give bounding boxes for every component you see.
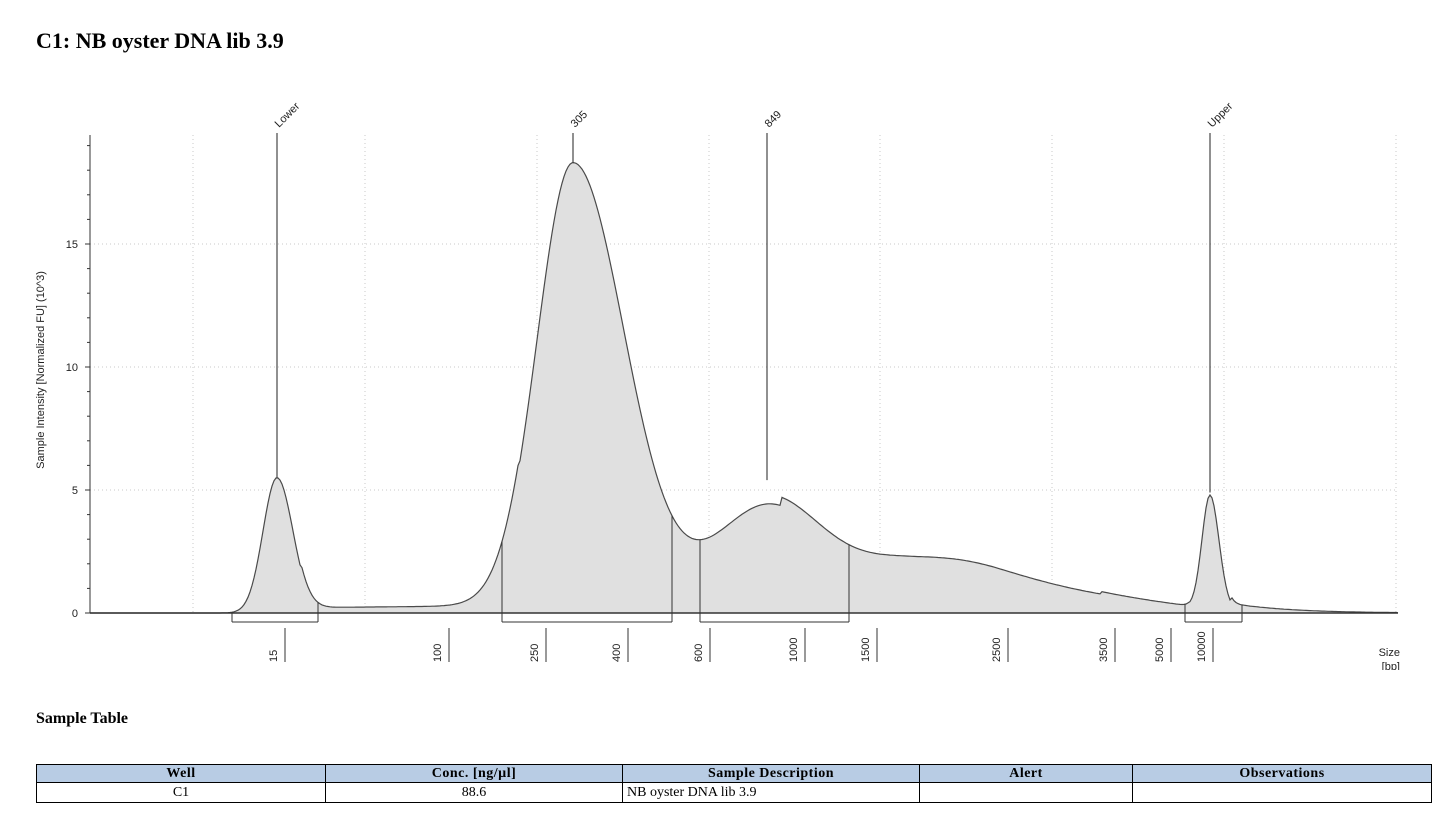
cell-conc: 88.6: [325, 782, 623, 803]
x-tick-label: 400: [611, 644, 623, 662]
y-tick-label: 10: [66, 362, 78, 374]
table-row: C1 88.6 NB oyster DNA lib 3.9: [36, 782, 1432, 803]
column-header-description: Sample Description: [622, 764, 920, 783]
x-tick-label: 250: [529, 644, 541, 662]
page-title: C1: NB oyster DNA lib 3.9: [36, 28, 284, 53]
column-header-alert: Alert: [919, 764, 1133, 783]
peak-markers: Lower 305 849 Upper: [273, 100, 1236, 493]
peak-label: 305: [569, 109, 590, 130]
x-tick-label: 2500: [991, 638, 1003, 662]
electropherogram-chart: Lower 305 849 Upper 0 5 10 15 15 100 250 400 600 10…: [35, 100, 1400, 670]
y-axis-label: Sample Intensity [Normalized FU] (10^3): [35, 271, 47, 469]
x-tick-label: 10000: [1196, 631, 1208, 662]
sample-table-header-row: Well Conc. [ng/µl] Sample Description Al…: [36, 764, 1432, 783]
column-header-well: Well: [36, 764, 326, 783]
cell-observations: [1132, 782, 1432, 803]
peak-label: 849: [763, 109, 784, 130]
x-tick-group: 15 100 250 400 600 1000 1500 2500 3500 5000 10000: [268, 628, 1214, 662]
peak-label: Upper: [1206, 100, 1236, 130]
trace-line: [90, 162, 1399, 614]
x-tick-label: 100: [432, 644, 444, 662]
region-brackets: [231, 515, 1243, 623]
y-tick-label: 0: [72, 608, 78, 620]
region-bracket: [699, 539, 850, 623]
region-bracket: [231, 602, 319, 623]
y-tick-group: 0 5 10 15: [66, 239, 78, 620]
cell-description: NB oyster DNA lib 3.9: [622, 782, 920, 803]
x-axis-label-unit: [bp]: [1382, 661, 1400, 670]
y-tick-label: 15: [66, 239, 78, 251]
cell-alert: [919, 782, 1133, 803]
column-header-observations: Observations: [1132, 764, 1432, 783]
chart-axes: [85, 135, 1398, 614]
sample-table: Well Conc. [ng/µl] Sample Description Al…: [36, 764, 1432, 803]
x-tick-label: 5000: [1154, 638, 1166, 662]
x-tick-label: 1000: [788, 638, 800, 662]
x-tick-label: 15: [268, 650, 280, 662]
region-bracket: [501, 515, 673, 623]
x-tick-label: 3500: [1098, 638, 1110, 662]
column-header-conc: Conc. [ng/µl]: [325, 764, 623, 783]
sample-table-title: Sample Table: [36, 710, 129, 727]
x-tick-label: 1500: [860, 638, 872, 662]
x-tick-label: 600: [693, 644, 705, 662]
peak-label: Lower: [273, 100, 303, 130]
x-axis-label-size: Size: [1379, 647, 1400, 659]
trace-fill-area: [90, 162, 1398, 613]
y-tick-label: 5: [72, 485, 78, 497]
cell-well: C1: [36, 782, 326, 803]
